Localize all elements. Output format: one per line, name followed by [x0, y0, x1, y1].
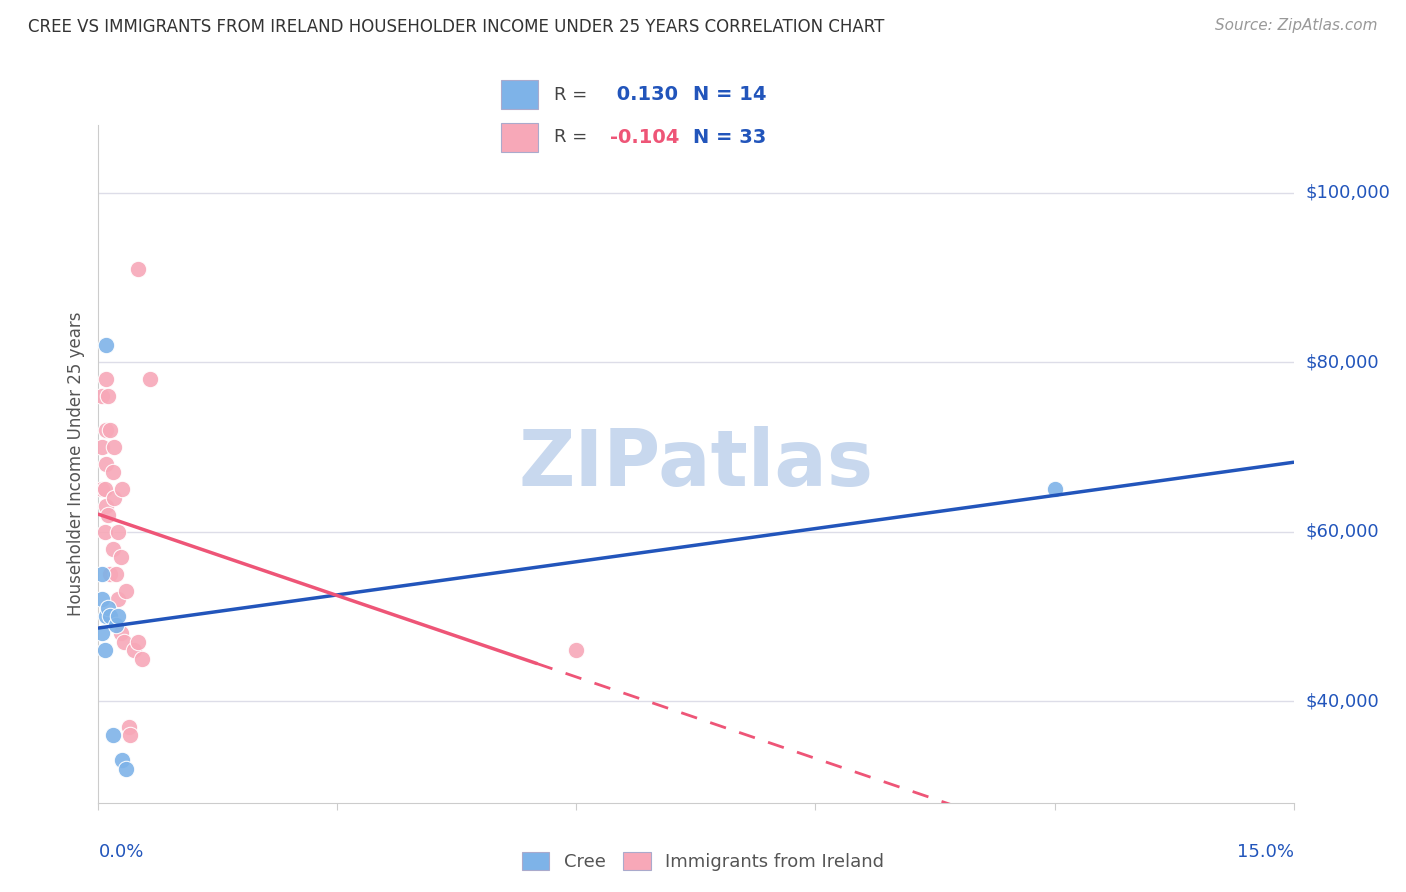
Point: [110, 626, 132, 640]
Point: [96, 457, 118, 471]
Point: [112, 635, 135, 649]
Point: [1043, 482, 1066, 496]
Text: 15.0%: 15.0%: [1236, 844, 1294, 862]
Point: [96, 372, 118, 386]
Point: [91, 482, 114, 496]
Point: [94, 524, 117, 539]
Text: ZIPatlas: ZIPatlas: [519, 425, 873, 502]
Point: [98, 609, 122, 624]
Point: [96, 499, 118, 513]
Bar: [502, 123, 538, 152]
Text: Source: ZipAtlas.com: Source: ZipAtlas.com: [1215, 18, 1378, 33]
Point: [110, 549, 132, 565]
Point: [101, 541, 124, 556]
Point: [111, 753, 134, 767]
Text: $40,000: $40,000: [1305, 692, 1379, 710]
Text: $80,000: $80,000: [1305, 353, 1379, 371]
Bar: [502, 80, 538, 109]
Point: [97, 389, 120, 403]
Point: [120, 728, 142, 742]
Point: [127, 262, 149, 277]
Point: [97, 508, 120, 522]
Point: [131, 651, 153, 665]
Point: [104, 567, 127, 582]
Point: [103, 491, 125, 505]
Point: [107, 592, 129, 607]
Point: [127, 635, 149, 649]
Text: R =: R =: [554, 86, 593, 103]
Point: [94, 482, 117, 496]
Point: [96, 609, 118, 624]
Point: [139, 372, 162, 386]
Text: N = 14: N = 14: [693, 85, 766, 104]
Point: [96, 423, 118, 437]
Point: [101, 466, 124, 480]
Point: [565, 643, 588, 657]
Point: [91, 626, 114, 640]
Text: R =: R =: [554, 128, 593, 146]
Point: [104, 617, 127, 632]
Point: [91, 592, 114, 607]
Text: 0.130: 0.130: [610, 85, 678, 104]
Point: [96, 338, 118, 352]
Point: [91, 389, 114, 403]
Point: [94, 643, 117, 657]
Point: [91, 440, 114, 454]
Text: N = 33: N = 33: [693, 128, 766, 147]
Point: [115, 583, 138, 598]
Y-axis label: Householder Income Under 25 years: Householder Income Under 25 years: [67, 311, 86, 616]
Point: [98, 423, 122, 437]
Point: [98, 567, 122, 582]
Point: [111, 482, 134, 496]
Text: $100,000: $100,000: [1305, 184, 1391, 202]
Point: [97, 601, 120, 615]
Text: 0.0%: 0.0%: [98, 844, 143, 862]
Point: [124, 643, 146, 657]
Text: -0.104: -0.104: [610, 128, 679, 147]
Text: CREE VS IMMIGRANTS FROM IRELAND HOUSEHOLDER INCOME UNDER 25 YEARS CORRELATION CH: CREE VS IMMIGRANTS FROM IRELAND HOUSEHOL…: [28, 18, 884, 36]
Point: [115, 762, 138, 776]
Point: [107, 609, 129, 624]
Point: [107, 524, 129, 539]
Point: [91, 567, 114, 582]
Point: [101, 728, 124, 742]
Text: $60,000: $60,000: [1305, 523, 1379, 541]
Legend: Cree, Immigrants from Ireland: Cree, Immigrants from Ireland: [515, 845, 891, 879]
Point: [118, 719, 141, 733]
Point: [103, 440, 125, 454]
